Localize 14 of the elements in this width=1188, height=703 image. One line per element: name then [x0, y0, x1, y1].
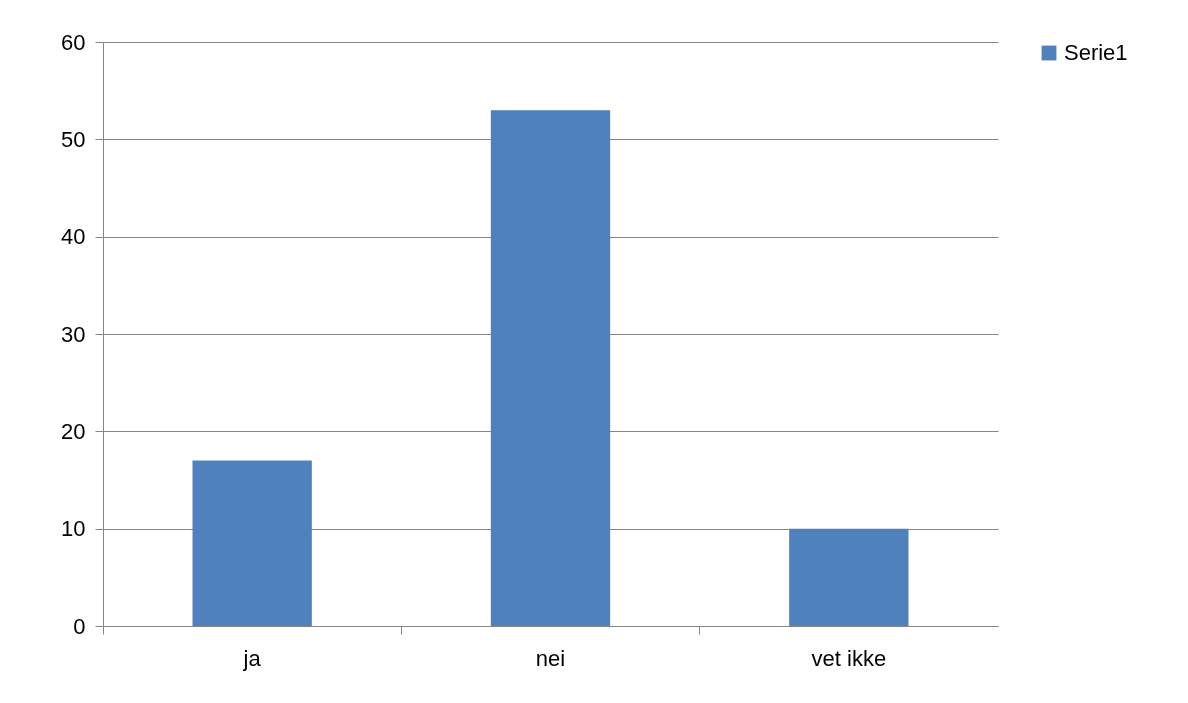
y-tick-label: 30 — [61, 321, 86, 347]
bar — [789, 528, 909, 626]
legend-label: Serie1 — [1064, 40, 1128, 65]
bar — [192, 460, 312, 626]
x-tick-label: ja — [242, 645, 262, 671]
y-tick-label: 50 — [61, 126, 86, 152]
y-tick-label: 60 — [61, 29, 86, 55]
y-tick-label: 40 — [61, 224, 86, 250]
y-tick-label: 0 — [73, 613, 86, 639]
y-tick-label: 10 — [61, 516, 86, 542]
bar — [490, 110, 611, 626]
y-tick-label: 20 — [61, 418, 86, 444]
x-tick-label: vet ikke — [811, 645, 887, 671]
x-tick-label: nei — [535, 645, 566, 671]
